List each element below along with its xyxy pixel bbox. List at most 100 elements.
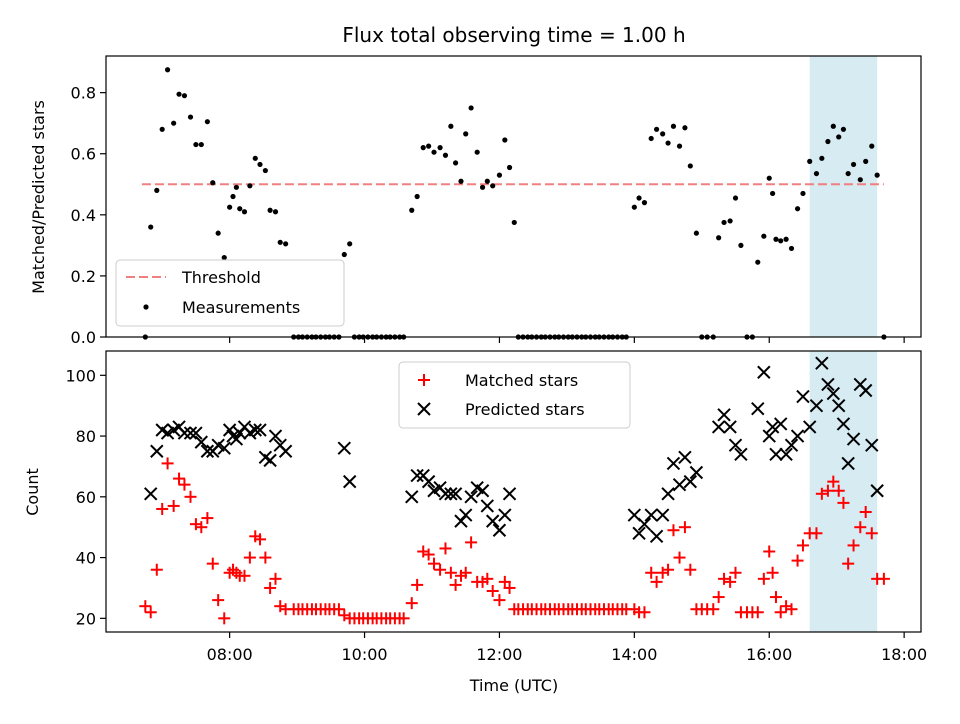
measurement-point [770,190,776,197]
matched-star-point [498,575,511,588]
measurement-point [496,172,503,178]
predicted-star-point [189,426,203,440]
matched-star-markers [139,457,890,625]
matched-star-point [859,506,872,519]
measurement-point [727,218,733,224]
predicted-star-point [769,447,783,461]
measurement-point [154,187,160,193]
y-tick-label: 20 [76,609,96,628]
predicted-star-point [253,423,267,437]
measurement-point [836,134,842,140]
matched-star-point [673,551,686,564]
measurement-point [641,200,648,206]
predicted-star-point [278,444,293,458]
matched-star-point [678,521,691,534]
x-tick-label: 10:00 [341,645,387,664]
matched-star-point [865,527,878,540]
predicted-star-point [475,484,490,498]
measurement-point [631,204,637,210]
measurement-point [755,259,761,265]
measurement-point [511,219,517,226]
measurement-point [468,105,474,111]
matched-star-point [662,563,675,576]
measurement-point [431,149,437,155]
matched-star-point [712,591,725,604]
predicted-star-point [661,487,675,501]
matched-star-point [486,584,499,597]
measurement-point [230,193,236,200]
measurement-point [272,209,279,215]
y-tick-label: 0.8 [71,84,96,103]
predicted-star-point [229,432,244,446]
measurement-point [490,183,496,189]
x-axis-label: Time (UTC) [469,676,558,695]
measurement-point [164,67,171,73]
predicted-star-point [502,487,517,501]
predicted-star-point [765,420,780,434]
measurement-point [227,204,233,210]
bottom-y-axis-label: Count [23,468,42,516]
top-axes-frame [105,55,922,338]
predicted-star-point [637,517,652,531]
measurement-point [347,241,353,247]
matched-star-point [422,548,435,561]
matched-star-point [434,563,447,576]
top-legend-box [115,259,345,327]
measurement-point [267,207,273,213]
matched-star-point [167,499,180,512]
top-legend: Threshold Measurements [115,259,345,327]
predicted-star-point [183,426,198,440]
measurement-point [474,149,480,155]
measurement-point [721,219,727,226]
measurement-point [247,183,253,189]
predicted-star-point [644,508,658,522]
measurement-point [807,158,813,164]
matched-star-point [195,521,208,534]
matched-star-point [264,581,277,594]
matched-star-point [444,566,457,579]
predicted-star-point [779,447,793,461]
predicted-star-point [836,417,851,431]
measurement-point [665,140,671,146]
measurement-point [277,239,283,245]
predicted-star-point [217,441,231,455]
matched-star-point [206,557,219,570]
matched-star-point [332,603,345,616]
measurement-point [176,91,182,97]
matched-star-point [156,502,169,515]
y-tick-label: 0.4 [71,206,96,225]
predicted-star-point [263,453,277,468]
measurement-point [682,125,688,131]
matched-star-point [766,566,779,579]
predicted-star-point [421,474,436,489]
matched-star-point [338,609,351,622]
bottom-legend: Matched stars Predicted stars [398,361,631,429]
matched-star-point [178,478,191,491]
predicted-star-point [717,408,731,422]
predicted-star-point [757,365,771,379]
matched-star-point [212,594,225,607]
top-y-ticks: 0.0 0.2 0.4 0.6 0.8 [71,84,106,347]
y-tick-label: 40 [76,549,96,568]
predicted-star-point [438,487,453,501]
matched-star-point [405,597,418,610]
predicted-star-point [177,426,192,440]
measurement-point [502,137,508,143]
predicted-star-point [342,474,357,489]
predicted-star-point [790,429,805,443]
y-tick-label: 0.6 [71,145,96,164]
matched-star-point [832,484,845,497]
matched-star-point [449,578,462,591]
predicted-star-point [689,465,704,480]
legend-matched-swatch [418,374,430,386]
matched-star-point [439,542,452,555]
matched-star-point [757,572,770,585]
matched-star-point [769,591,782,604]
matched-star-point [684,563,697,576]
matched-star-point [259,551,272,564]
predicted-star-point [150,444,164,458]
measurement-point [426,143,432,149]
matched-star-point [189,518,202,531]
measurement-point [653,126,660,132]
matched-star-point [139,600,152,613]
